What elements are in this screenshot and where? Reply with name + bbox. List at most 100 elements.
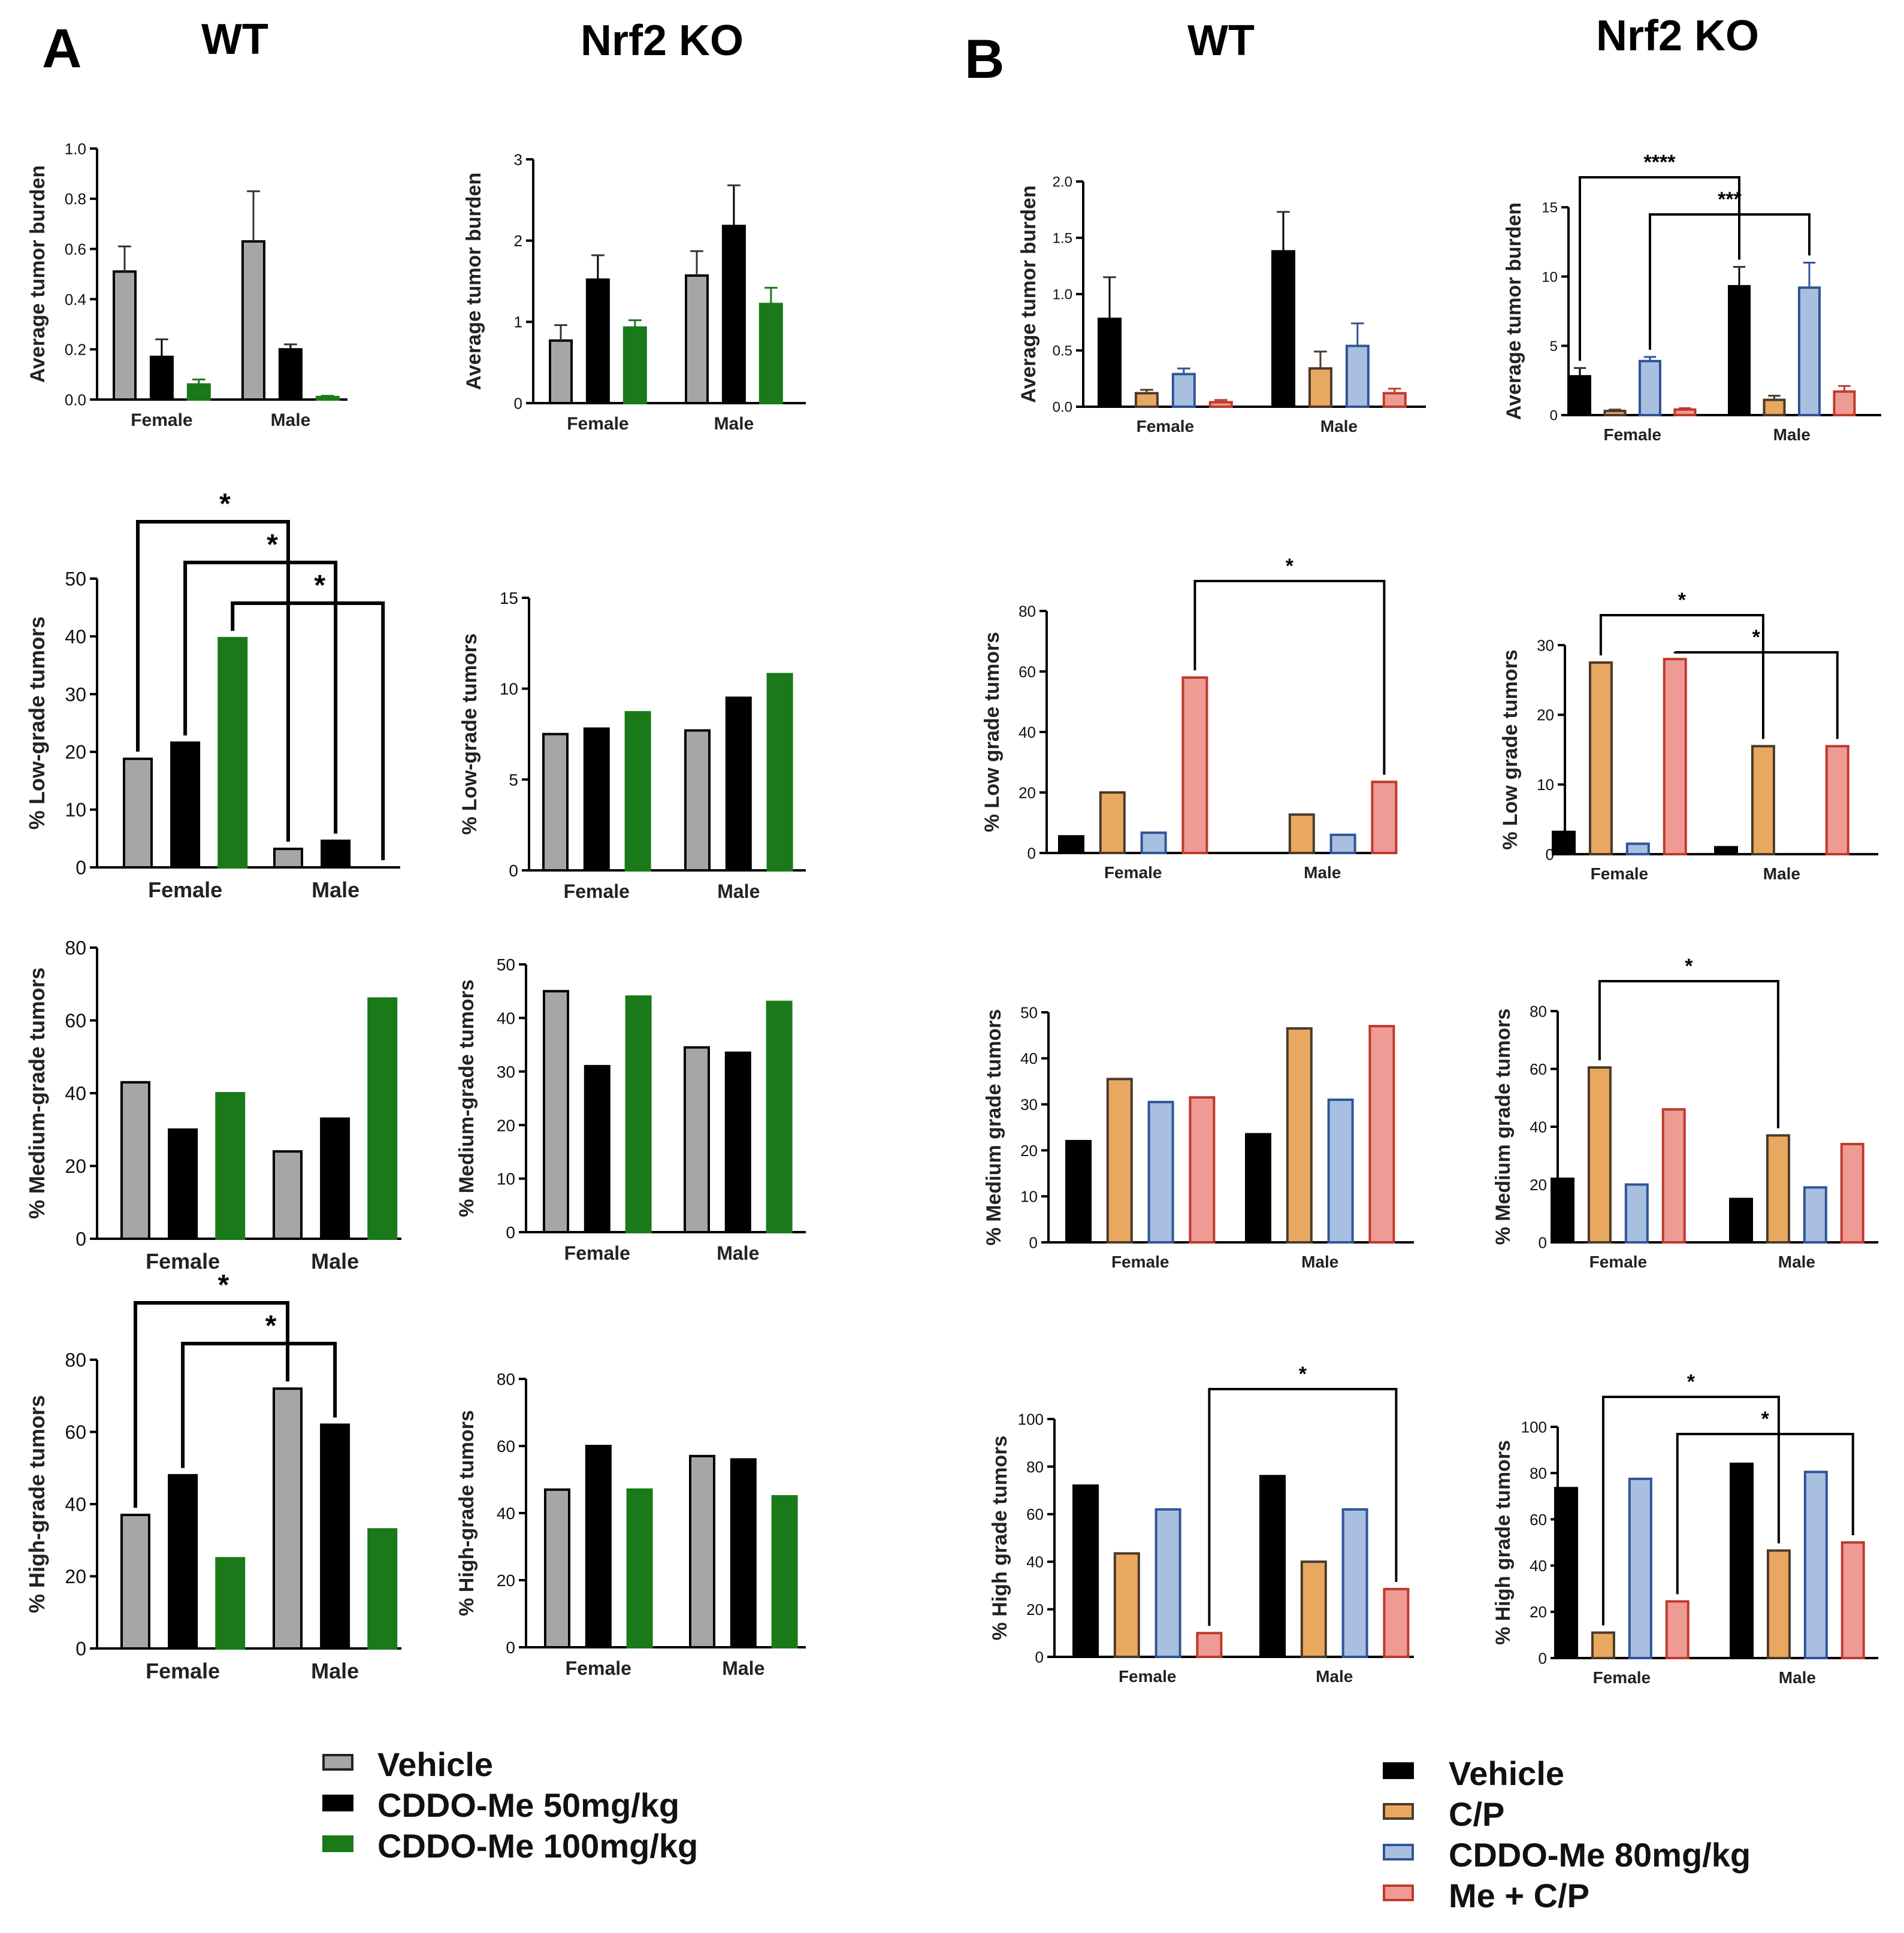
y-axis-title: % High grade tumors	[989, 1436, 1011, 1641]
bar-female-3	[1147, 1100, 1174, 1244]
y-tick-label: 80	[65, 1350, 86, 1371]
category-label: Male	[717, 881, 760, 902]
bar-female-3	[625, 995, 652, 1233]
legend-b-label-cp: C/P	[1449, 1795, 1504, 1833]
significance-label: *	[314, 570, 325, 601]
category-label: Male	[312, 878, 359, 902]
category-label: Male	[1316, 1667, 1353, 1686]
significance-bracket	[231, 601, 385, 860]
y-axis-title: % Medium-grade tumors	[25, 967, 49, 1219]
bar-male-3	[367, 997, 398, 1241]
category-label: Male	[1773, 425, 1811, 444]
bar-female-1	[1554, 1487, 1578, 1660]
bar-female-2	[170, 741, 201, 869]
y-tick-label: 20	[1026, 1601, 1044, 1619]
y-tick-label: 30	[65, 683, 86, 705]
y-tick-label: 50	[497, 955, 515, 974]
bar-male-2	[724, 1051, 751, 1233]
y-tick-label: 20	[1019, 784, 1036, 801]
y-tick-label: 50	[65, 568, 86, 590]
significance-label: *	[1678, 589, 1687, 612]
y-tick-label: 100	[1018, 1410, 1044, 1428]
bar-female-3	[1638, 359, 1661, 417]
chart-B_WT_burden: 0.0 0.5 1.0 1.5 2.0 Average tumor burden Femal…	[1017, 174, 1426, 435]
bar-male-4	[1840, 1142, 1864, 1244]
y-tick-label: 60	[65, 1421, 86, 1443]
y-tick-label: 0.2	[65, 341, 86, 359]
significance-label: *	[1752, 626, 1761, 649]
bar-female-2	[585, 278, 610, 404]
legend-b-swatch-vehicle	[1383, 1762, 1414, 1779]
bar-female-3	[1155, 1508, 1181, 1659]
chart-A_KO_high: 0 20 40 60 80 % High-grade tumors Female Male	[455, 1370, 806, 1679]
bar-female-1	[549, 339, 573, 405]
chart-A_WT_burden: 0.0 0.2 0.4 0.6 0.8 1.0 Average tumor burden Fe…	[26, 140, 347, 430]
bar-female-1	[120, 1081, 150, 1241]
y-tick-label: 100	[1521, 1418, 1547, 1436]
category-label: Female	[1589, 1253, 1648, 1271]
bar-male-1	[1259, 1475, 1286, 1659]
bar-female-3	[217, 637, 248, 869]
y-tick-label: 0.5	[1053, 343, 1072, 359]
y-tick-label: 10	[1542, 269, 1558, 285]
y-axis-title: % Medium-grade tumors	[455, 979, 478, 1217]
bar-male-2	[1300, 1560, 1327, 1658]
y-tick-label: 20	[65, 742, 86, 763]
significance-label: *	[1687, 1371, 1696, 1393]
category-label: Male	[1301, 1253, 1338, 1271]
y-tick-label: 60	[1019, 663, 1036, 680]
panel-a-title-wt: WT	[201, 16, 268, 63]
legend-panel-a: Vehicle CDDO-Me 50mg/kg CDDO-Me 100mg/kg	[322, 1746, 698, 1865]
category-label: Female	[146, 1249, 220, 1273]
y-tick-label: 60	[1026, 1505, 1044, 1523]
y-tick-label: 0	[1539, 1649, 1547, 1667]
bar-female-1	[1058, 835, 1084, 854]
bar-male-1	[684, 1046, 710, 1233]
bar-male-1	[273, 1387, 303, 1650]
bar-female-2	[149, 355, 174, 401]
significance-label: *	[1286, 555, 1294, 577]
legend-b-swatch-cp	[1383, 1803, 1414, 1820]
bar-male-1	[241, 240, 265, 401]
category-label: Female	[131, 410, 192, 430]
bar-female-4	[1196, 1632, 1223, 1659]
y-tick-label: 80	[497, 1370, 515, 1389]
panel-letter-a: A	[42, 18, 81, 79]
y-axis-title: Average tumor burden	[463, 173, 485, 390]
category-label: Male	[1779, 1668, 1816, 1687]
category-label: Male	[722, 1657, 764, 1679]
bar-female-2	[1587, 1066, 1612, 1244]
bar-female-1	[113, 270, 137, 401]
y-tick-label: 2	[514, 232, 522, 250]
bar-male-3	[766, 1000, 793, 1233]
bar-female-1	[1065, 1140, 1092, 1244]
y-tick-label: 0	[75, 1638, 86, 1660]
significance-label: *	[1299, 1363, 1307, 1386]
bar-male-3	[771, 1495, 798, 1648]
bar-male-1	[1728, 285, 1751, 416]
y-tick-label: 60	[65, 1010, 86, 1031]
bar-male-2	[320, 1117, 350, 1241]
category-label: Female	[566, 1657, 631, 1679]
bar-male-2	[278, 348, 303, 401]
y-tick-label: 40	[1026, 1553, 1044, 1571]
bar-male-4	[1825, 745, 1849, 856]
bar-male-4	[1371, 781, 1398, 854]
bar-female-3	[215, 1092, 246, 1240]
y-axis-title: % Low-grade tumors	[458, 633, 481, 834]
bar-male-2	[321, 839, 351, 869]
bar-male-1	[689, 1454, 715, 1649]
bar-male-1	[273, 1150, 303, 1240]
y-tick-label: 0	[1550, 408, 1558, 424]
bar-male-2	[320, 1423, 350, 1650]
y-tick-label: 0	[514, 394, 522, 412]
significance-bracket	[1598, 980, 1779, 1129]
legend-b-label-cddo-80: CDDO-Me 80mg/kg	[1449, 1836, 1751, 1874]
y-tick-label: 20	[1530, 1603, 1547, 1621]
bar-female-1	[1551, 1177, 1574, 1244]
category-label: Female	[146, 1659, 220, 1683]
bar-male-3	[1803, 1186, 1827, 1244]
bar-female-2	[1134, 392, 1159, 409]
legend-b-swatch-me-cp	[1383, 1884, 1414, 1901]
bar-female-4	[1181, 676, 1208, 854]
